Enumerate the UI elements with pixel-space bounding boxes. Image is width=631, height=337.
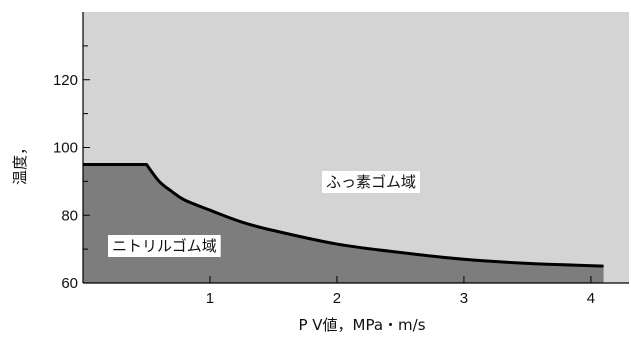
region-label-nitrile-text: ニトリルゴム域 (112, 237, 217, 255)
x-tick-label: 2 (333, 290, 341, 307)
x-axis-label: P V値，MPa・m/s (298, 316, 425, 334)
x-tick-label: 3 (460, 290, 468, 307)
y-tick-label: 100 (53, 140, 78, 157)
x-tick-label: 4 (587, 290, 595, 307)
x-tick-label: 1 (206, 290, 214, 307)
region-label-lower: ニトリルゴム域 (108, 235, 221, 257)
y-axis-label: 温度， (11, 140, 29, 185)
boundary-line (83, 162, 604, 268)
axis-ticks: 1 2 3 4 60 80 100 120 (53, 45, 595, 307)
y-tick-label: 80 (61, 207, 78, 224)
y-tick-label: 60 (61, 275, 78, 292)
region-label-upper: ふっ素ゴム域 (322, 171, 421, 193)
y-tick-label: 120 (53, 72, 78, 89)
region-label-fluororubber-text: ふっ素ゴム域 (326, 173, 416, 191)
